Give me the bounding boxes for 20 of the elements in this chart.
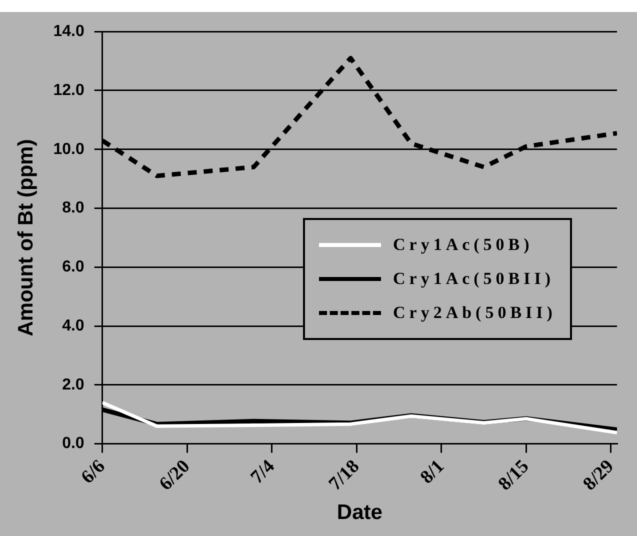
legend-label: Cry1Ac(50BII) bbox=[393, 268, 555, 289]
x-tick-label: 8/1 bbox=[416, 456, 448, 488]
y-tick-label: 2.0 bbox=[62, 376, 84, 394]
y-tick-label: 12.0 bbox=[53, 82, 84, 99]
x-axis-title: Date bbox=[336, 501, 382, 524]
x-tick-label: 7/4 bbox=[246, 456, 280, 488]
x-tick-label: 7/18 bbox=[324, 456, 364, 495]
legend-label: Cry2Ab(50BII) bbox=[393, 302, 556, 323]
y-tick-label: 10.0 bbox=[53, 140, 84, 158]
y-tick-label: 6.0 bbox=[62, 258, 84, 276]
x-tick-label: 8/15 bbox=[494, 456, 534, 495]
x-tick-label: 6/20 bbox=[155, 456, 194, 495]
x-tick-label: 6/6 bbox=[77, 456, 110, 488]
y-tick-label: 8.0 bbox=[62, 200, 84, 217]
y-tick-label: 4.0 bbox=[62, 317, 84, 334]
y-axis-title: Amount of Bt (ppm) bbox=[14, 139, 38, 336]
x-tick-label: 8/29 bbox=[579, 456, 618, 495]
y-tick-label: 14.0 bbox=[53, 23, 84, 40]
y-tick-label: 0.0 bbox=[62, 435, 84, 452]
legend-label: Cry1Ac(50B) bbox=[393, 234, 534, 255]
